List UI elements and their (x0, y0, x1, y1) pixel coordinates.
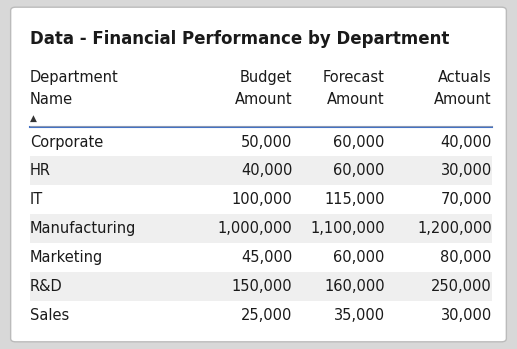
Text: ▲: ▲ (30, 114, 37, 123)
Text: 80,000: 80,000 (440, 250, 492, 265)
Text: Corporate: Corporate (30, 134, 103, 149)
Text: 35,000: 35,000 (334, 308, 385, 323)
Text: 250,000: 250,000 (431, 279, 492, 294)
Text: Marketing: Marketing (30, 250, 103, 265)
Text: 115,000: 115,000 (324, 192, 385, 207)
Text: 60,000: 60,000 (333, 134, 385, 149)
Text: Forecast: Forecast (323, 69, 385, 84)
Text: 60,000: 60,000 (333, 250, 385, 265)
Text: 100,000: 100,000 (232, 192, 293, 207)
Bar (30, 128, 492, 156)
Text: 1,200,000: 1,200,000 (417, 221, 492, 236)
Bar (30, 156, 492, 185)
Text: 160,000: 160,000 (324, 279, 385, 294)
Text: 50,000: 50,000 (241, 134, 293, 149)
Text: Amount: Amount (327, 92, 385, 107)
Text: Sales: Sales (30, 308, 69, 323)
Text: Data - Financial Performance by Department: Data - Financial Performance by Departme… (30, 30, 449, 48)
Text: 150,000: 150,000 (232, 279, 293, 294)
Text: Actuals: Actuals (438, 69, 492, 84)
Text: Amount: Amount (434, 92, 492, 107)
Text: 25,000: 25,000 (241, 308, 293, 323)
Text: HR: HR (30, 163, 51, 178)
Text: 40,000: 40,000 (440, 134, 492, 149)
Text: 30,000: 30,000 (440, 308, 492, 323)
Text: 1,100,000: 1,100,000 (310, 221, 385, 236)
Bar (30, 214, 492, 243)
Text: 70,000: 70,000 (440, 192, 492, 207)
Text: Name: Name (30, 92, 73, 107)
Text: 60,000: 60,000 (333, 163, 385, 178)
Text: Department: Department (30, 69, 119, 84)
Text: 30,000: 30,000 (440, 163, 492, 178)
Bar (30, 243, 492, 272)
Text: Amount: Amount (235, 92, 293, 107)
Text: 45,000: 45,000 (241, 250, 293, 265)
Bar (30, 301, 492, 330)
Text: 1,000,000: 1,000,000 (218, 221, 293, 236)
FancyBboxPatch shape (11, 7, 506, 342)
Text: 40,000: 40,000 (241, 163, 293, 178)
Text: Manufacturing: Manufacturing (30, 221, 136, 236)
Bar (30, 272, 492, 301)
Text: R&D: R&D (30, 279, 63, 294)
Text: IT: IT (30, 192, 43, 207)
Bar (30, 185, 492, 214)
Text: Budget: Budget (240, 69, 293, 84)
